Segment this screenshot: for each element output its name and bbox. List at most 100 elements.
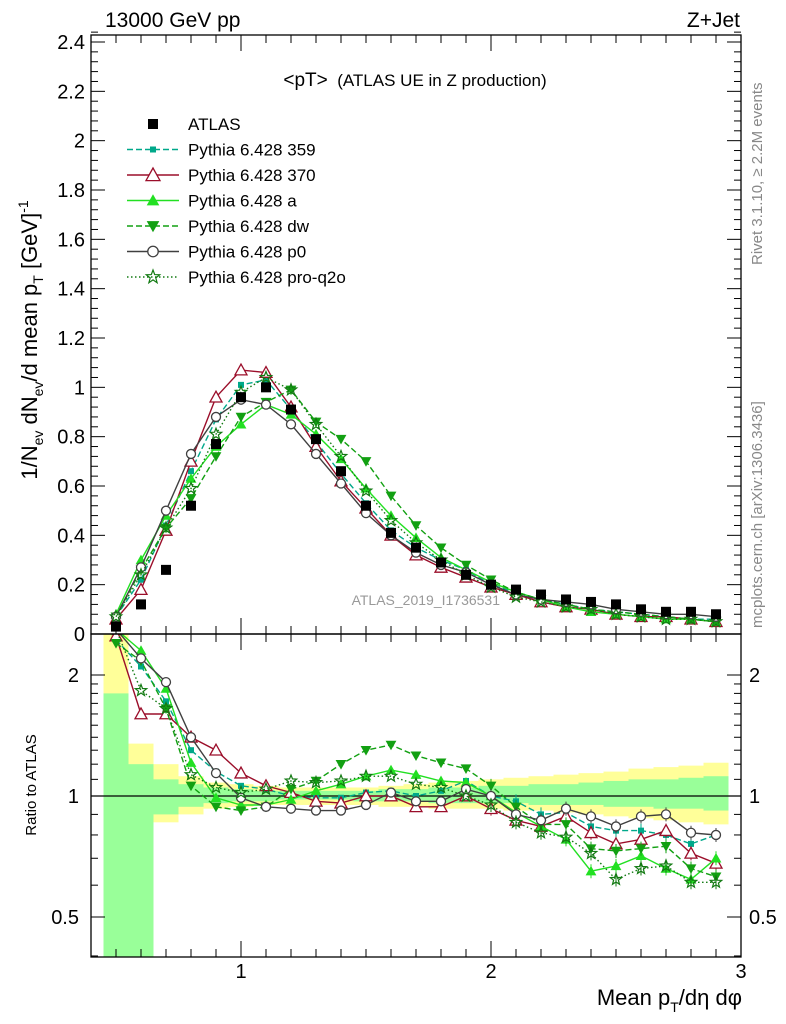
point-marker [585,811,597,822]
point-marker [310,785,322,796]
mc-series [110,385,722,628]
point-marker [258,778,274,792]
point-marker [285,803,297,814]
point-marker [146,221,160,233]
mc-series-line [115,403,717,623]
top-y-tick-label: 2.4 [57,32,85,54]
header-left-label: 13000 GeV pp [105,9,240,32]
point-marker [610,846,622,857]
point-marker [333,448,349,463]
plot-title-main: <pT> [283,70,327,91]
point-marker [138,576,144,583]
point-marker [108,608,124,623]
point-marker [360,483,372,493]
point-marker [483,797,499,812]
point-marker [235,806,247,816]
point-marker [385,787,397,798]
data-point-marker [511,584,521,595]
x-tick-label: 2 [485,961,496,983]
data-point-marker [286,404,296,415]
point-marker [410,796,422,807]
data-point-marker [586,596,596,607]
point-marker [460,560,472,571]
point-marker [435,796,447,807]
point-marker [685,864,697,874]
series-layer [108,362,724,890]
data-point-marker [311,434,321,445]
point-marker [144,268,162,285]
point-marker [335,805,347,816]
point-marker [183,767,199,781]
point-marker [160,676,172,688]
point-marker [158,700,174,715]
point-marker [150,146,156,153]
x-axis-label: Mean pT/dη dφ [597,985,742,1015]
point-marker [185,757,197,767]
data-point-marker [261,382,271,393]
top-y-tick-label: 0.8 [57,427,85,449]
point-marker [385,740,397,751]
top-y-tick-label: 1.8 [57,180,85,202]
legend-label: Pythia 6.428 a [188,192,297,211]
legend-label: Pythia 6.428 pro-q2o [188,268,346,287]
point-marker [658,823,674,837]
point-marker [688,840,694,847]
legend-entry: Pythia 6.428 p0 [127,243,306,262]
point-marker [410,769,422,779]
legend-label: ATLAS [188,115,241,134]
point-marker [560,820,572,830]
ratio-panel-series [108,634,724,890]
point-marker [258,781,274,796]
green-band-bin [603,780,629,807]
data-point-marker [461,569,471,580]
point-marker [460,777,472,787]
point-marker [210,452,222,462]
rivet-label: Rivet 3.1.10, ≥ 2.2M events [749,83,766,266]
point-marker [308,774,324,789]
point-marker [133,706,149,720]
top-y-tick-label: 0.4 [57,525,85,547]
point-marker [208,779,224,794]
point-marker [633,860,649,875]
point-marker [458,788,474,803]
point-marker [560,803,572,814]
green-band-bin [553,784,579,805]
point-marker [260,399,272,410]
legend-entry: Pythia 6.428 359 [127,141,316,160]
mc-series [113,376,719,623]
point-marker [308,416,324,431]
data-point-marker [386,527,396,538]
point-marker [660,809,672,820]
point-marker [160,683,172,693]
ratio-series [108,634,724,871]
green-band-bin [153,779,179,815]
point-marker [310,805,322,816]
point-marker [435,758,447,769]
analysis-watermark: ATLAS_2019_I1736531 [352,592,501,608]
point-marker [144,166,162,182]
point-marker [146,194,160,206]
point-marker [235,792,247,803]
data-point-marker [536,589,546,600]
point-marker [385,491,397,502]
point-marker [635,844,647,854]
point-marker [183,480,199,495]
top-y-tick-label: 1.6 [57,229,85,251]
point-marker [533,825,549,839]
ratio-y-tick-label-left: 0.5 [51,907,79,929]
legend-entry: Pythia 6.428 pro-q2o [127,268,346,287]
data-point-marker [561,594,571,605]
point-marker [185,448,197,460]
point-marker [283,773,299,788]
ratio-series [111,634,724,890]
green-band-bin [628,779,654,807]
point-marker [283,382,299,397]
point-marker [583,825,599,839]
top-panel-series [108,362,724,632]
green-band-bin [678,777,704,809]
point-marker [360,457,372,467]
top-y-tick-label: 1 [74,377,85,399]
data-point-marker [211,439,221,450]
top-y-tick-label: 0.2 [57,575,85,597]
point-marker [138,663,144,670]
